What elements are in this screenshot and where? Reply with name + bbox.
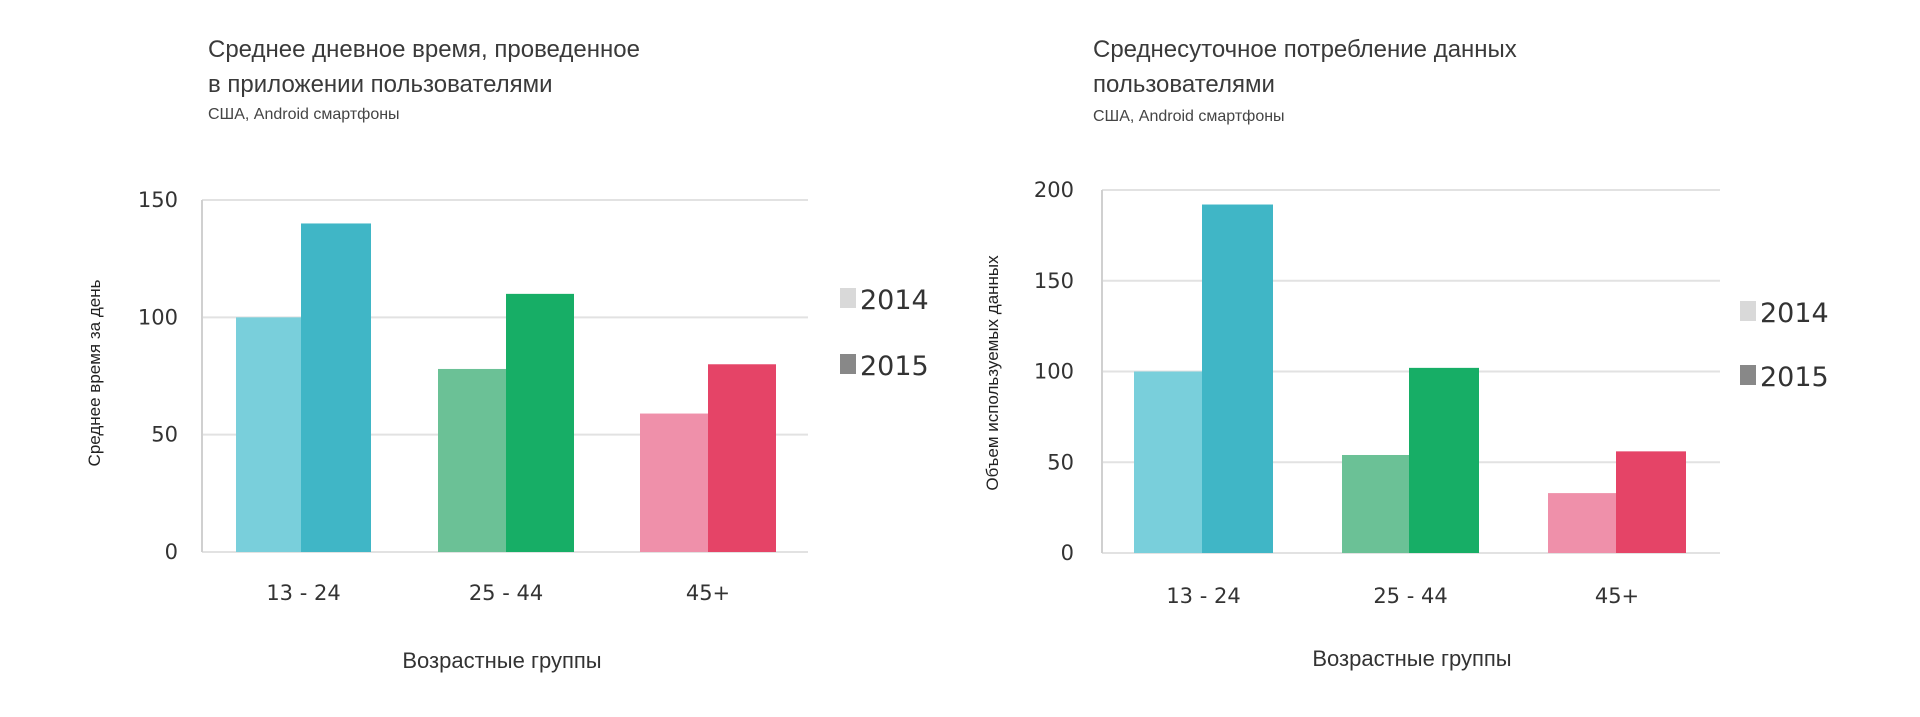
chart-2-x-tick-label: 45+	[1595, 584, 1639, 608]
chart-2-legend-label-2014: 2014	[1760, 298, 1829, 329]
chart-2-bar-2015-2544	[1409, 367, 1479, 553]
chart-1-legend-swatch-2015	[840, 354, 856, 374]
chart-2-y-tick-label: 0	[1061, 541, 1074, 565]
chart-1-y-tick-label: 150	[138, 188, 178, 212]
chart-2-x-axis-label: Возрастные группы	[1312, 646, 1511, 671]
chart-1-y-tick-label: 100	[138, 305, 178, 329]
chart-2-title: Среднесуточное потребление данных пользо…	[1093, 32, 1517, 102]
chart-1-bar-2014-45	[640, 413, 708, 552]
chart-1-legend-swatch-2014	[840, 288, 856, 308]
chart-1-bar-2014-2544	[438, 368, 506, 552]
chart-1-x-tick-label: 25 - 44	[469, 581, 543, 605]
chart-1-subtitle: США, Android смартфоны	[208, 106, 400, 123]
chart-1-y-axis-label: Среднее время за день	[85, 279, 104, 466]
chart-2-y-tick-label: 50	[1047, 450, 1074, 474]
chart-1-bar-2015-45	[708, 364, 776, 552]
chart-2-bar-2014-2544	[1342, 454, 1409, 553]
chart-2-y-tick-label: 150	[1034, 269, 1074, 293]
chart-2-bar-2014-1324	[1134, 371, 1202, 553]
chart-1-y-tick-label: 0	[165, 540, 178, 564]
chart-2-x-tick-label: 13 - 24	[1166, 584, 1240, 608]
chart-2-title-line-2: пользователями	[1093, 71, 1275, 98]
chart-2-bar-2014-45	[1548, 493, 1616, 553]
chart-2-title-line-1: Среднесуточное потребление данных	[1093, 36, 1517, 63]
chart-2-y-tick-label: 100	[1034, 360, 1074, 384]
chart-2-subtitle: США, Android смартфоны	[1093, 108, 1285, 125]
chart-1-title-line-1: Среднее дневное время, проведенное	[208, 36, 640, 63]
chart-1-bar-2014-1324	[236, 317, 301, 552]
chart-1-bar-2015-1324	[301, 223, 371, 552]
chart-2-bar-2015-1324	[1202, 204, 1273, 553]
chart-1-x-axis-label: Возрастные группы	[402, 648, 601, 673]
chart-2-y-tick-label: 200	[1034, 178, 1074, 202]
chart-1-x-tick-label: 45+	[686, 581, 730, 605]
chart-1-title-line-2: в приложении пользователями	[208, 71, 553, 98]
chart-2-legend-swatch-2014	[1740, 301, 1756, 321]
chart-2-y-axis-label: Объем используемых данных	[983, 255, 1002, 491]
chart-1-legend-label-2014: 2014	[860, 285, 929, 316]
chart-1-title: Среднее дневное время, проведенное в при…	[208, 32, 640, 102]
chart-1-bar-2015-2544	[506, 293, 574, 552]
chart-2-bar-2015-45	[1616, 451, 1686, 553]
chart-2-x-tick-label: 25 - 44	[1373, 584, 1447, 608]
chart-2-legend-label-2015: 2015	[1760, 362, 1829, 393]
chart-2-legend-swatch-2015	[1740, 365, 1756, 385]
chart-1-legend-label-2015: 2015	[860, 351, 929, 382]
chart-1-x-tick-label: 13 - 24	[266, 581, 340, 605]
chart-1-y-tick-label: 50	[151, 423, 178, 447]
